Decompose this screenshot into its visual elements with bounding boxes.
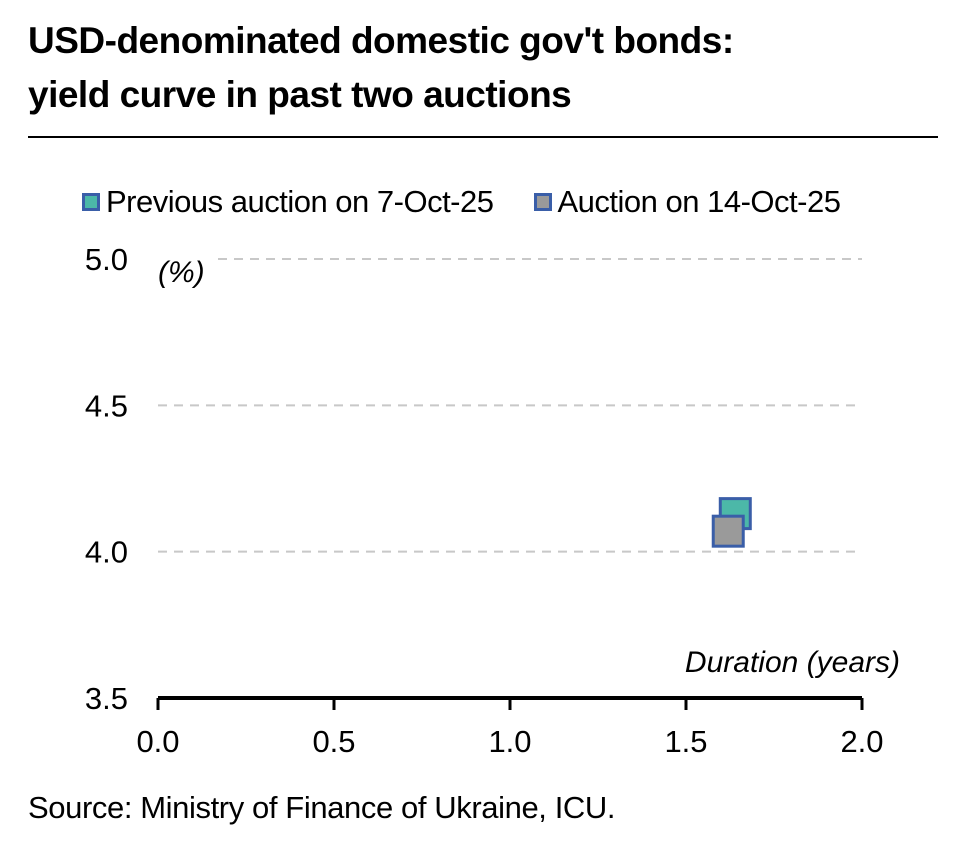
chart-title: USD-denominated domestic gov't bonds: yi… xyxy=(28,14,938,122)
point-current-auction xyxy=(711,514,745,548)
x-tick-label: 1.5 xyxy=(664,724,707,759)
x-tick-label: 0.0 xyxy=(136,724,179,759)
legend-label-previous: Previous auction on 7-Oct-25 xyxy=(106,184,494,219)
y-tick-label: 3.5 xyxy=(85,681,128,716)
y-tick-label: 5.0 xyxy=(85,242,128,277)
legend-item-current: Auction on 14-Oct-25 xyxy=(533,184,841,220)
legend-swatch-previous xyxy=(82,193,100,211)
source-note: Source: Ministry of Finance of Ukraine, … xyxy=(28,790,616,825)
x-axis-label: Duration (years) xyxy=(685,646,900,679)
title-divider xyxy=(28,136,938,138)
x-tick-label: 2.0 xyxy=(840,724,883,759)
grid-lines xyxy=(158,258,862,553)
title-line-2: yield curve in past two auctions xyxy=(28,74,572,115)
x-tick-label: 0.5 xyxy=(312,724,355,759)
legend-item-previous: Previous auction on 7-Oct-25 xyxy=(82,184,494,220)
x-axis xyxy=(156,696,864,710)
y-tick-label: 4.5 xyxy=(85,388,128,423)
y-tick-label: 4.0 xyxy=(85,535,128,570)
y-tick-labels: 3.5 4.0 4.5 5.0 xyxy=(85,242,128,716)
x-tick-label: 1.0 xyxy=(488,724,531,759)
data-points xyxy=(711,497,752,548)
legend: Previous auction on 7-Oct-25 Auction on … xyxy=(82,180,880,224)
legend-label-current: Auction on 14-Oct-25 xyxy=(557,184,841,219)
scatter-chart: 3.5 4.0 4.5 5.0 0.0 0.5 1.0 1.5 2.0 (%) Duratio… xyxy=(85,242,900,759)
title-line-1: USD-denominated domestic gov't bonds: xyxy=(28,20,734,61)
legend-swatch-current xyxy=(533,193,552,211)
y-axis-label: (%) xyxy=(158,256,205,289)
x-tick-labels: 0.0 0.5 1.0 1.5 2.0 xyxy=(136,724,883,759)
